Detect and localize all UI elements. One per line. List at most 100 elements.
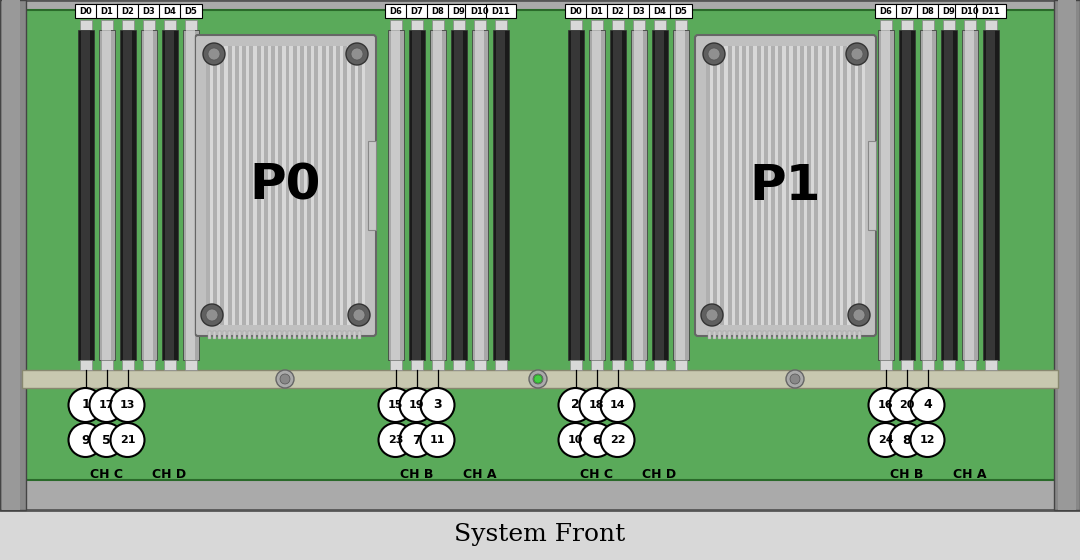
Bar <box>875 4 896 18</box>
Circle shape <box>90 423 123 457</box>
Bar <box>293 331 296 339</box>
Bar <box>760 46 764 325</box>
Bar <box>390 20 402 30</box>
Bar <box>819 46 822 325</box>
Text: System Front: System Front <box>455 524 625 547</box>
Bar <box>728 46 731 325</box>
Bar <box>303 331 306 339</box>
Bar <box>298 331 301 339</box>
Bar <box>246 46 249 325</box>
Bar <box>833 46 836 325</box>
Bar <box>257 46 260 325</box>
Text: 18: 18 <box>589 400 604 410</box>
Text: D3: D3 <box>632 7 645 16</box>
Text: D2: D2 <box>611 7 624 16</box>
Bar <box>961 30 977 360</box>
Bar <box>713 331 716 339</box>
Circle shape <box>851 48 863 60</box>
Bar <box>427 4 448 18</box>
Bar <box>238 331 241 339</box>
Bar <box>388 30 404 360</box>
Bar <box>937 4 959 18</box>
Bar <box>228 46 231 325</box>
Bar <box>825 46 828 325</box>
Bar <box>453 20 464 30</box>
Text: 20: 20 <box>899 400 914 410</box>
Bar <box>311 46 314 325</box>
Bar <box>179 4 202 18</box>
Text: CH C: CH C <box>90 468 123 481</box>
Text: CH B: CH B <box>400 468 433 481</box>
Bar <box>279 46 282 325</box>
Bar <box>807 46 811 325</box>
Bar <box>673 30 689 360</box>
Bar <box>473 20 486 30</box>
Bar <box>899 30 915 360</box>
Bar <box>901 20 913 30</box>
Bar <box>249 46 254 325</box>
Text: 9: 9 <box>81 433 90 446</box>
Bar <box>95 4 118 18</box>
Bar <box>814 46 819 325</box>
Bar <box>734 46 739 325</box>
Bar <box>963 20 975 30</box>
Bar <box>713 46 717 325</box>
Bar <box>708 331 711 339</box>
Text: 2: 2 <box>571 399 580 412</box>
Circle shape <box>280 374 291 384</box>
Text: P1: P1 <box>750 161 821 209</box>
Bar <box>213 331 216 339</box>
Bar <box>591 20 603 30</box>
Bar <box>447 4 470 18</box>
Bar <box>307 46 311 325</box>
Circle shape <box>68 388 103 422</box>
Text: 5: 5 <box>103 433 111 446</box>
Bar <box>836 46 840 325</box>
Circle shape <box>534 375 542 383</box>
Bar <box>858 46 862 325</box>
Bar <box>919 30 935 360</box>
Bar <box>410 20 422 30</box>
Bar <box>922 30 932 360</box>
Bar <box>675 360 687 370</box>
Text: D1: D1 <box>590 7 603 16</box>
Text: D3: D3 <box>143 7 154 16</box>
Bar <box>164 30 174 360</box>
Bar <box>565 4 586 18</box>
Bar <box>123 30 133 360</box>
Bar <box>720 46 725 325</box>
Bar <box>343 46 348 325</box>
Bar <box>648 4 671 18</box>
FancyBboxPatch shape <box>696 35 876 336</box>
Bar <box>275 46 279 325</box>
Bar <box>943 20 955 30</box>
Circle shape <box>868 388 903 422</box>
Bar <box>384 4 406 18</box>
Bar <box>102 30 111 360</box>
Bar <box>338 331 341 339</box>
Bar <box>228 331 231 339</box>
Bar <box>289 46 293 325</box>
Bar <box>268 331 271 339</box>
Circle shape <box>208 48 220 60</box>
Text: 11: 11 <box>430 435 445 445</box>
Bar <box>285 46 289 325</box>
Bar <box>120 30 135 360</box>
Bar <box>731 46 734 325</box>
Bar <box>351 46 354 325</box>
Bar <box>653 360 665 370</box>
Text: 19: 19 <box>408 400 424 410</box>
Bar <box>231 46 235 325</box>
Bar <box>675 20 687 30</box>
Circle shape <box>558 423 593 457</box>
Bar <box>271 46 275 325</box>
Bar <box>779 46 782 325</box>
Bar <box>243 331 246 339</box>
Bar <box>773 331 777 339</box>
Bar <box>325 46 329 325</box>
Bar <box>323 331 326 339</box>
Bar <box>450 30 467 360</box>
Bar <box>653 20 665 30</box>
Bar <box>253 331 256 339</box>
Bar <box>793 331 796 339</box>
